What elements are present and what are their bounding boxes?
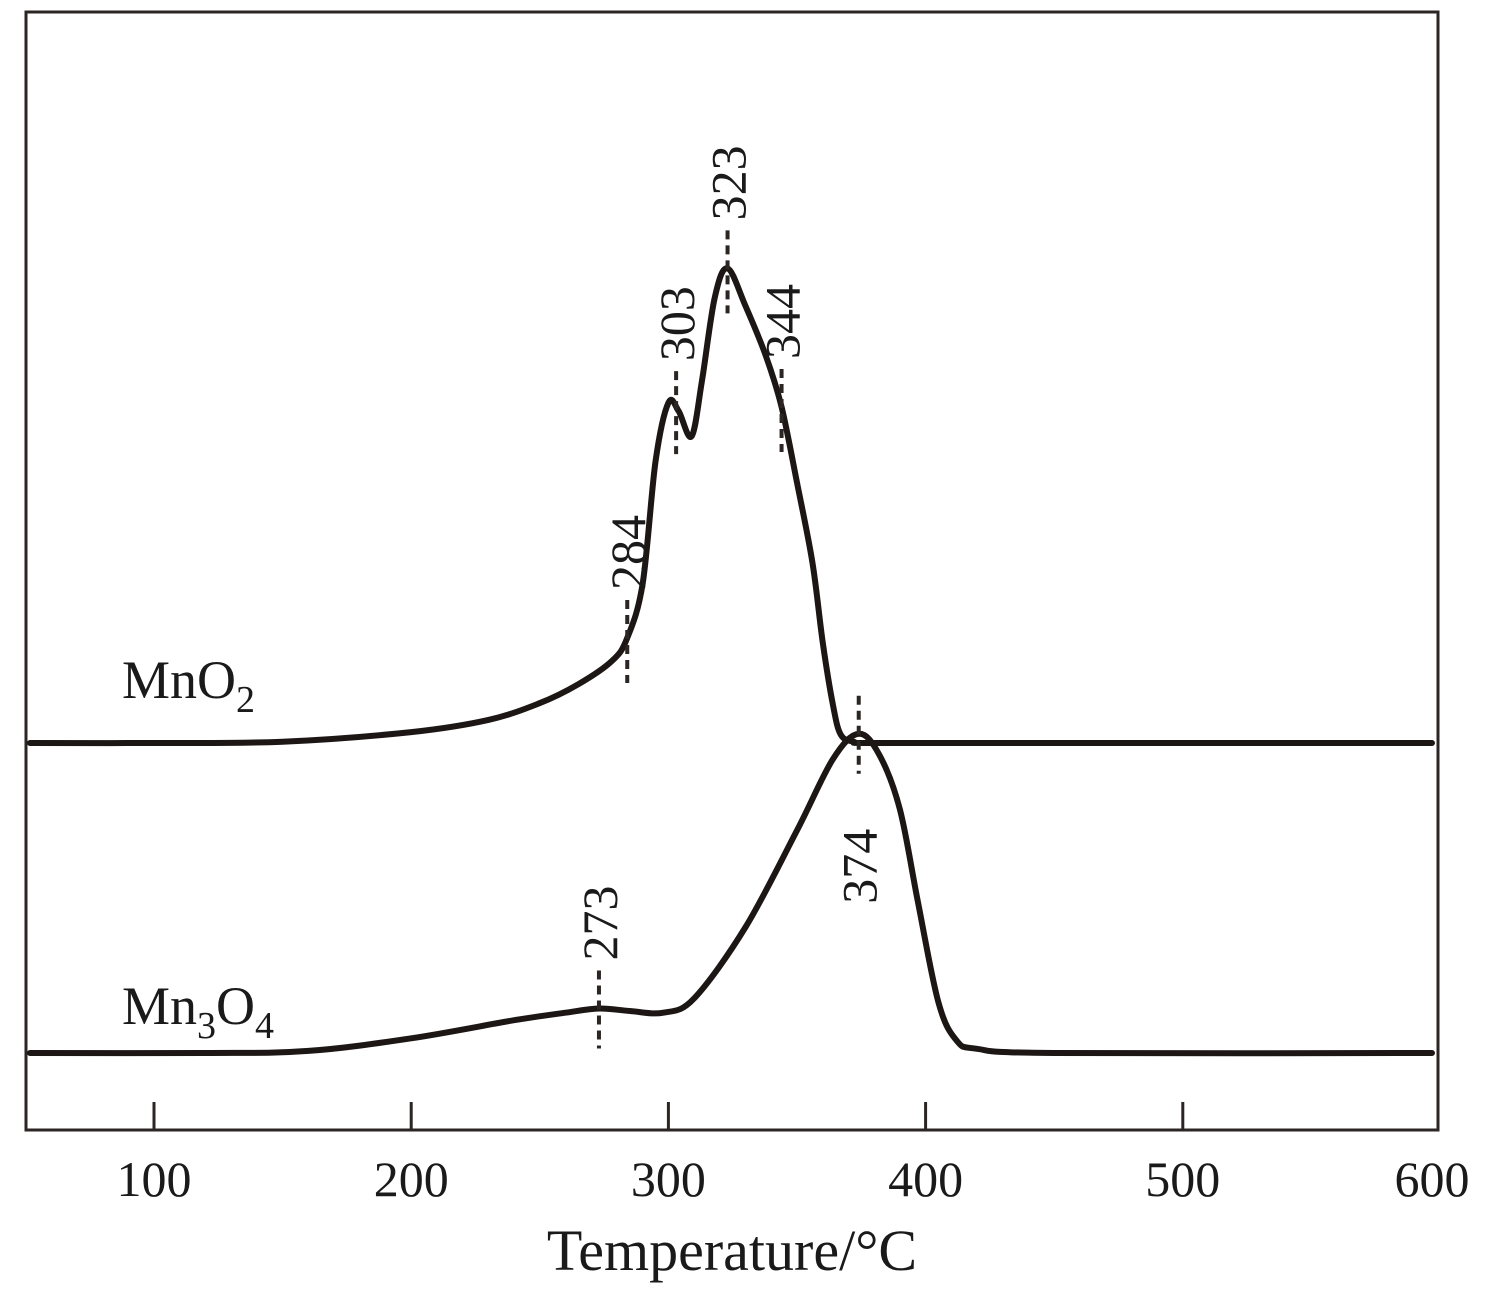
peak-label-303: 303	[649, 286, 705, 361]
x-tick-label-400: 400	[888, 1151, 963, 1207]
x-tick-label-100: 100	[117, 1151, 192, 1207]
x-axis: 100 200 300 400 500 600	[117, 1102, 1470, 1207]
series-label-mno2: MnO2	[122, 650, 255, 721]
plot-frame	[24, 10, 1440, 1132]
peak-label-273: 273	[572, 885, 628, 960]
peak-label-284: 284	[600, 515, 656, 590]
series-curves	[27, 265, 1435, 1057]
peak-label-374: 374	[832, 829, 888, 904]
x-tick-label-600: 600	[1395, 1151, 1470, 1207]
peak-label-323: 323	[701, 145, 757, 220]
x-tick-label-500: 500	[1145, 1151, 1220, 1207]
x-axis-title: Temperature/°C	[547, 1218, 917, 1283]
series-line-mno2	[27, 265, 1435, 747]
peak-markers: 284 303 323 344 273 374	[572, 145, 888, 1049]
series-line-mn3o4	[27, 730, 1435, 1057]
x-tick-label-200: 200	[374, 1151, 449, 1207]
series-label-mn3o4: Mn3O4	[122, 976, 274, 1047]
x-tick-label-300: 300	[631, 1151, 706, 1207]
peak-label-344: 344	[755, 284, 811, 359]
